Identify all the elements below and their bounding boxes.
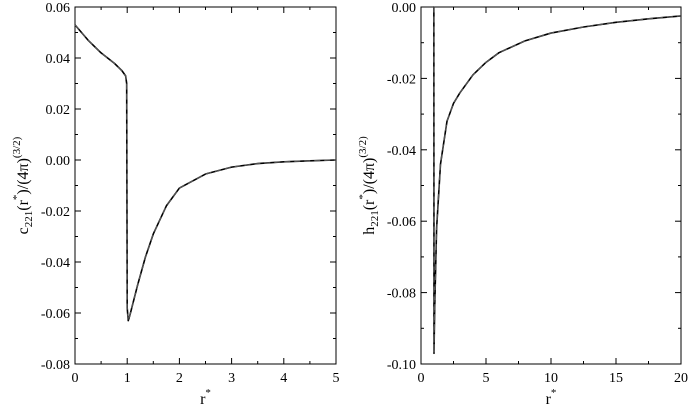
y-tick-label: 0.00 — [46, 154, 71, 169]
x-axis-label: r* — [200, 387, 211, 408]
y-tick-label: -0.04 — [387, 144, 416, 159]
x-tick-label: 2 — [176, 371, 183, 386]
x-tick-label: 15 — [609, 371, 623, 386]
x-tick-label: 0 — [72, 371, 79, 386]
plot-frame — [74, 6, 337, 365]
y-tick-label: -0.04 — [41, 256, 70, 271]
y-axis-label: h221(r*)/(4π)(3/2) — [357, 136, 381, 235]
y-tick-label: -0.06 — [41, 307, 70, 322]
x-tick-label: 5 — [333, 371, 340, 386]
y-tick-label: -0.08 — [41, 358, 70, 373]
y-tick-label: 0.06 — [46, 1, 71, 16]
y-tick-label: 0.02 — [46, 103, 71, 118]
y-tick-label: -0.08 — [387, 287, 416, 302]
chart-right: 0 5 10 15 20 -0.10 -0.08 -0.06 -0.04 -0.02 0.00 r* h… — [357, 1, 688, 408]
y-tick-label: 0.04 — [46, 52, 71, 67]
series-line-dashed — [433, 6, 682, 354]
x-tick-label: 4 — [280, 371, 287, 386]
x-tick-label: 5 — [483, 371, 490, 386]
y-tick-label: -0.02 — [41, 205, 70, 220]
chart-left: 0 1 2 3 4 5 -0.08 -0.06 -0.04 -0.02 0.00 0.02 0.04 0.… — [11, 1, 340, 408]
y-tick-label: -0.10 — [387, 358, 416, 373]
x-tick-label: 1 — [124, 371, 131, 386]
x-tick-label: 0 — [418, 371, 425, 386]
x-tick-label: 10 — [544, 371, 558, 386]
series-line-solid — [74, 24, 337, 322]
y-tick-label: -0.02 — [387, 72, 416, 87]
x-tick-label: 20 — [674, 371, 688, 386]
y-axis-label: c221(r*)/(4π)(3/2) — [11, 136, 35, 234]
plot-frame — [420, 6, 682, 365]
series-line-solid — [433, 6, 682, 355]
series-line-dashed — [74, 24, 337, 322]
x-tick-label: 3 — [228, 371, 235, 386]
x-axis-label: r* — [546, 387, 557, 408]
y-tick-label: 0.00 — [392, 1, 417, 16]
y-tick-label: -0.06 — [387, 215, 416, 230]
